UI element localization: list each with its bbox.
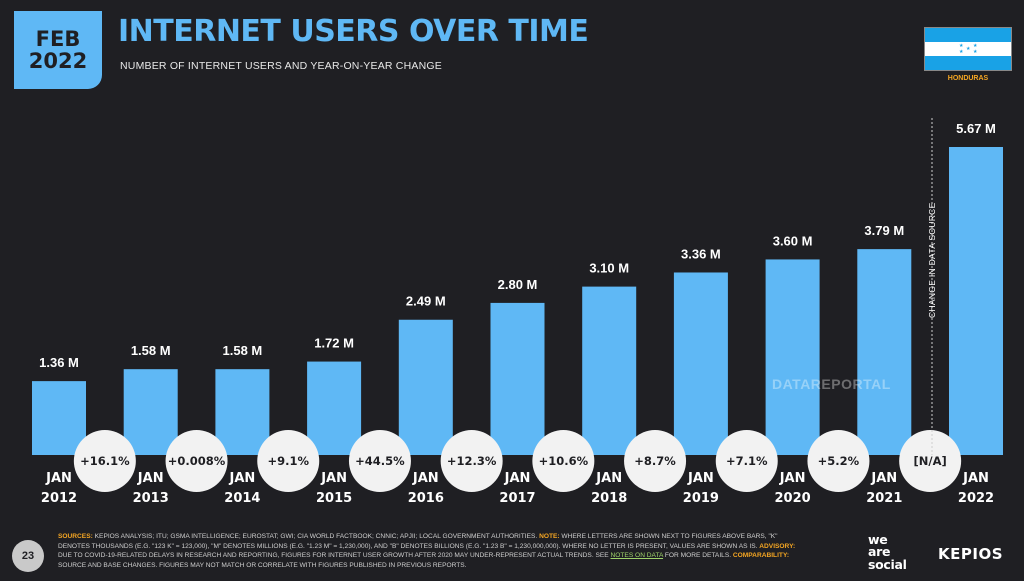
bar-value-label: 3.36 M bbox=[681, 246, 721, 261]
x-tick-label-month: JAN bbox=[320, 471, 347, 486]
x-tick-label-month: JAN bbox=[412, 471, 439, 486]
bar-jan-2019 bbox=[673, 272, 728, 455]
country-label: HONDURAS bbox=[947, 75, 989, 82]
comparability-label: COMPARABILITY: bbox=[732, 552, 790, 560]
sources-text: KEPIOS ANALYSIS; ITU; GSMA INTELLIGENCE;… bbox=[92, 533, 540, 540]
yoy-change-badge bbox=[624, 430, 687, 492]
yoy-change-badge bbox=[348, 430, 411, 492]
x-tick-label-year: 2019 bbox=[683, 491, 719, 506]
yoy-change-label: +0.008% bbox=[168, 454, 226, 468]
report-date-badge: FEB 2022 bbox=[14, 11, 102, 89]
yoy-change-label: +8.7% bbox=[634, 454, 676, 468]
bar-jan-2021 bbox=[857, 249, 912, 455]
yoy-change-label: +10.6% bbox=[539, 454, 589, 468]
honduras-flag-icon: ★ ★ ★ ★ ★ bbox=[924, 27, 1012, 71]
yoy-change-label: +16.1% bbox=[80, 454, 130, 468]
yoy-change-badge bbox=[532, 430, 595, 492]
chart-title: INTERNET USERS OVER TIME bbox=[118, 14, 589, 49]
comparability-text: SOURCE AND BASE CHANGES. FIGURES MAY NOT… bbox=[58, 561, 467, 569]
x-tick-label-month: JAN bbox=[229, 471, 256, 486]
bar-jan-2022 bbox=[949, 147, 1003, 455]
notes-on-data-link[interactable]: NOTES ON DATA bbox=[610, 552, 664, 560]
x-tick-label-year: 2016 bbox=[408, 491, 444, 506]
note-text: WHERE LETTERS ARE SHOWN NEXT TO FIGURES … bbox=[58, 533, 778, 550]
yoy-change-badge bbox=[807, 430, 870, 492]
x-tick-label-year: 2018 bbox=[591, 491, 627, 506]
yoy-change-label: +5.2% bbox=[818, 454, 860, 468]
x-tick-label-month: JAN bbox=[595, 471, 622, 486]
x-tick-label-month: JAN bbox=[962, 471, 989, 486]
yoy-change-badge bbox=[440, 430, 503, 492]
x-tick-label-year: 2012 bbox=[41, 491, 77, 506]
bar-jan-2014 bbox=[215, 369, 270, 455]
bar-jan-2018 bbox=[582, 286, 637, 455]
bar-value-label: 1.58 M bbox=[131, 343, 171, 358]
x-tick-label-month: JAN bbox=[870, 471, 897, 486]
x-tick-label-year: 2017 bbox=[499, 491, 535, 506]
we-are-social-logo: we are social bbox=[868, 532, 907, 572]
sources-label: SOURCES: bbox=[58, 533, 93, 540]
yoy-change-badge bbox=[257, 430, 320, 492]
yoy-change-badge bbox=[165, 430, 228, 492]
x-tick-label-month: JAN bbox=[137, 471, 164, 486]
yoy-change-badge bbox=[715, 430, 778, 492]
yoy-change-badge bbox=[899, 430, 962, 492]
yoy-change-label: +12.3% bbox=[447, 454, 497, 468]
bar-jan-2020 bbox=[765, 259, 820, 455]
bar-value-label: 1.36 M bbox=[39, 355, 79, 370]
page-number: 23 bbox=[12, 540, 44, 572]
x-tick-label-year: 2015 bbox=[316, 491, 352, 506]
bar-value-label: 3.79 M bbox=[864, 223, 904, 238]
bar-jan-2015 bbox=[307, 361, 362, 455]
report-year: 2022 bbox=[28, 49, 88, 73]
bar-jan-2017 bbox=[490, 302, 545, 455]
x-tick-label-year: 2020 bbox=[775, 491, 811, 506]
bar-value-label: 2.49 M bbox=[406, 294, 446, 309]
advisory-label: ADVISORY: bbox=[759, 542, 796, 550]
datareportal-watermark: DATAREPORTAL bbox=[772, 376, 891, 392]
yoy-change-label: +7.1% bbox=[726, 454, 768, 468]
bar-jan-2012 bbox=[32, 381, 86, 455]
bar-value-label: 5.67 M bbox=[956, 121, 996, 136]
yoy-change-label: [N/A] bbox=[914, 454, 947, 468]
bar-value-label: 3.10 M bbox=[589, 261, 629, 276]
bar-value-label: 1.72 M bbox=[314, 336, 354, 351]
x-tick-label-year: 2014 bbox=[224, 491, 260, 506]
note-label: NOTE: bbox=[539, 533, 560, 540]
bar-value-label: 3.60 M bbox=[773, 233, 813, 248]
after-link-text: FOR MORE DETAILS. bbox=[663, 552, 733, 560]
footnote: SOURCES: KEPIOS ANALYSIS; ITU; GSMA INTE… bbox=[58, 532, 798, 570]
bar-value-label: 1.58 M bbox=[223, 343, 263, 358]
yoy-change-badge bbox=[73, 430, 136, 492]
kepios-logo: KEPIOS bbox=[938, 545, 1003, 563]
yoy-change-label: +9.1% bbox=[267, 454, 309, 468]
report-month: FEB bbox=[35, 26, 81, 51]
x-tick-label-year: 2021 bbox=[866, 491, 902, 506]
chart-subtitle: NUMBER OF INTERNET USERS AND YEAR-ON-YEA… bbox=[120, 60, 442, 72]
x-tick-label-year: 2013 bbox=[133, 491, 169, 506]
x-tick-label-month: JAN bbox=[45, 471, 72, 486]
x-tick-label-month: JAN bbox=[504, 471, 531, 486]
advisory-text: DUE TO COVID-19-RELATED DELAYS IN RESEAR… bbox=[58, 552, 611, 560]
yoy-change-label: +44.5% bbox=[355, 454, 405, 468]
bar-value-label: 2.80 M bbox=[498, 277, 538, 292]
data-source-annotation: CHANGE IN DATA SOURCE bbox=[927, 202, 937, 318]
bar-jan-2013 bbox=[123, 369, 178, 455]
x-tick-label-year: 2022 bbox=[958, 491, 994, 506]
x-tick-label-month: JAN bbox=[779, 471, 806, 486]
bar-jan-2016 bbox=[398, 319, 453, 455]
x-tick-label-month: JAN bbox=[687, 471, 714, 486]
